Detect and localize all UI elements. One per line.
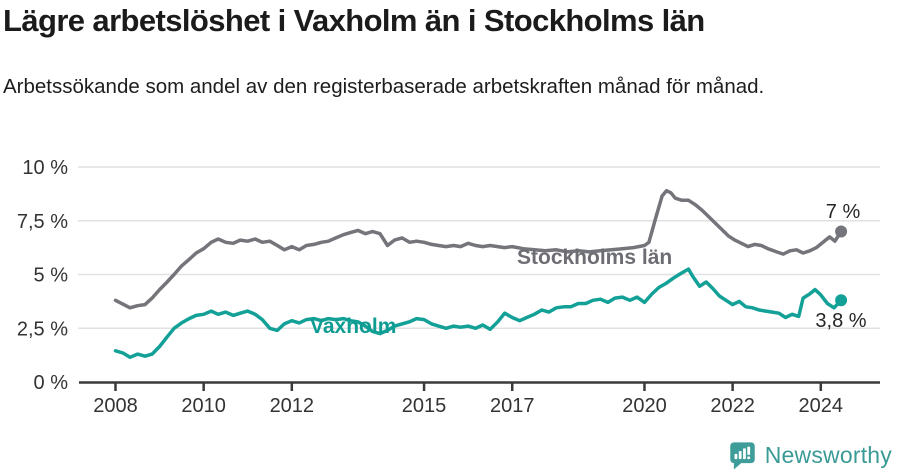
exclamation-dot <box>747 456 750 460</box>
x-axis-tick-label: 2010 <box>181 395 226 417</box>
series-end-dot-vaxholm <box>835 294 848 307</box>
y-axis-tick-label: 7,5 % <box>17 211 68 233</box>
y-axis-tick-label: 5 % <box>34 265 69 287</box>
y-axis-tick-label: 0 % <box>34 372 69 394</box>
x-axis-tick-label: 2015 <box>402 395 447 417</box>
bar-chart-glyph <box>734 446 750 460</box>
newsworthy-wordmark: Newsworthy <box>764 441 892 468</box>
series-end-value-stockholms-lan: 7 % <box>826 201 861 223</box>
series-label-stockholms-lan: Stockholms län <box>517 246 672 269</box>
x-axis-tick-label: 2024 <box>799 395 844 417</box>
exclamation-bar <box>747 446 750 455</box>
x-axis-tick-label: 2017 <box>490 395 535 417</box>
x-axis-tick-label: 2022 <box>710 395 755 417</box>
chart-subtitle: Arbetssökande som andel av den registerb… <box>3 75 765 98</box>
x-axis-tick-label: 2020 <box>622 395 667 417</box>
page-title: Lägre arbetslöshet i Vaxholm än i Stockh… <box>3 3 705 38</box>
y-axis-tick-label: 2,5 % <box>17 318 68 340</box>
newsworthy-logo-icon <box>730 442 755 470</box>
x-axis-tick-label: 2008 <box>93 395 138 417</box>
y-axis-tick-label: 10 % <box>22 157 68 179</box>
series-label-vaxholm: Vaxholm <box>310 315 396 338</box>
series-line-stockholms-lan <box>113 188 843 310</box>
series-end-value-vaxholm: 3,8 % <box>815 310 866 332</box>
newsworthy-logo: Newsworthy <box>728 440 892 470</box>
series-end-dot-stockholms-lan <box>835 225 848 238</box>
x-axis-tick-label: 2012 <box>270 395 315 417</box>
series-line-vaxholm <box>113 267 843 360</box>
speech-bubble-shape <box>730 442 755 470</box>
